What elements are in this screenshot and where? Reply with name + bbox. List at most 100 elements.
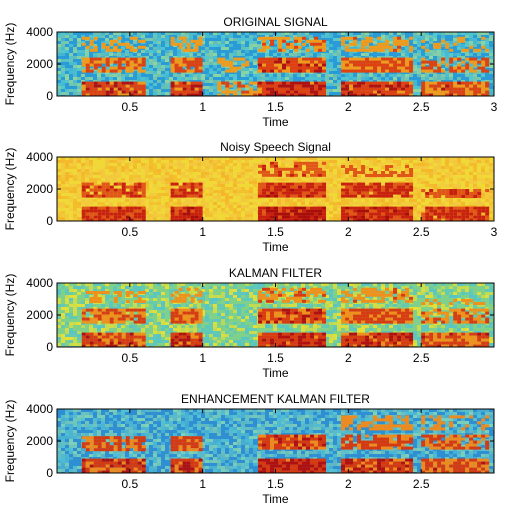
spectrogram-cell bbox=[101, 202, 105, 205]
spectrogram-cell bbox=[241, 184, 245, 187]
spectrogram-cell bbox=[185, 41, 189, 44]
spectrogram-cell bbox=[233, 65, 237, 68]
energy-cell bbox=[393, 63, 398, 67]
energy-cell bbox=[258, 81, 263, 85]
spectrogram-cell bbox=[389, 38, 393, 41]
spectrogram-cell bbox=[325, 208, 329, 211]
spectrogram-cell bbox=[329, 169, 333, 172]
spectrogram-cell bbox=[273, 44, 277, 47]
energy-cell bbox=[302, 36, 307, 40]
spectrogram-cell bbox=[145, 163, 149, 166]
energy-cell bbox=[365, 81, 370, 85]
energy-cell bbox=[125, 84, 130, 88]
energy-cell bbox=[353, 57, 358, 61]
energy-cell bbox=[421, 81, 426, 85]
spectrogram-cell bbox=[301, 181, 305, 184]
spectrogram-cell bbox=[249, 196, 253, 199]
spectrogram-cell bbox=[241, 83, 245, 86]
spectrogram-cell bbox=[129, 169, 133, 172]
spectrogram-cell bbox=[173, 181, 177, 184]
spectrogram-cell bbox=[205, 217, 209, 220]
energy-cell bbox=[101, 81, 106, 85]
spectrogram-cell bbox=[61, 157, 65, 160]
spectrogram-cell bbox=[133, 32, 137, 35]
spectrogram-cell bbox=[209, 41, 213, 44]
energy-cell bbox=[377, 93, 382, 96]
spectrogram-cell bbox=[265, 181, 269, 184]
spectrogram-cell bbox=[329, 193, 333, 196]
energy-cell bbox=[473, 90, 478, 94]
spectrogram-cell bbox=[213, 172, 217, 175]
spectrogram-cell bbox=[121, 175, 125, 178]
spectrogram-cell bbox=[301, 47, 305, 50]
energy-cell bbox=[353, 87, 358, 91]
spectrogram-cell bbox=[185, 35, 189, 38]
spectrogram-cell bbox=[237, 77, 241, 80]
spectrogram-cell bbox=[273, 199, 277, 202]
spectrogram-cell bbox=[289, 178, 293, 181]
energy-cell bbox=[302, 69, 307, 73]
spectrogram-cell bbox=[337, 74, 341, 77]
spectrogram-cell bbox=[457, 74, 461, 77]
spectrogram-cell bbox=[193, 163, 197, 166]
spectrogram-cell bbox=[433, 53, 437, 56]
energy-cell bbox=[233, 69, 238, 73]
energy-cell bbox=[310, 39, 315, 43]
spectrogram-cell bbox=[249, 59, 253, 62]
energy-cell bbox=[357, 66, 362, 70]
energy-cell bbox=[345, 66, 350, 70]
spectrogram-cell bbox=[233, 172, 237, 175]
energy-cell bbox=[133, 36, 138, 40]
energy-cell bbox=[341, 90, 346, 94]
spectrogram-cell bbox=[197, 166, 201, 169]
spectrogram-cell bbox=[385, 53, 389, 56]
spectrogram-cell bbox=[245, 56, 249, 59]
spectrogram-cell bbox=[209, 217, 213, 220]
spectrogram-cell bbox=[221, 208, 225, 211]
spectrogram-cell bbox=[173, 166, 177, 169]
spectrogram-cell bbox=[165, 184, 169, 187]
energy-cell bbox=[345, 60, 350, 64]
spectrogram-cell bbox=[125, 178, 129, 181]
x-tick-label: 1.5 bbox=[267, 100, 284, 114]
energy-cell bbox=[389, 60, 394, 64]
spectrogram-cell bbox=[57, 205, 61, 208]
spectrogram-cell bbox=[309, 80, 313, 83]
spectrogram-cell bbox=[77, 80, 81, 83]
spectrogram-cell bbox=[241, 193, 245, 196]
spectrogram-cell bbox=[329, 175, 333, 178]
spectrogram-cell bbox=[417, 68, 421, 71]
spectrogram-cell bbox=[109, 202, 113, 205]
energy-cell bbox=[361, 69, 366, 73]
energy-cell bbox=[353, 93, 358, 96]
spectrogram-cell bbox=[489, 89, 493, 92]
spectrogram-cell bbox=[221, 196, 225, 199]
spectrogram-cell bbox=[337, 86, 341, 89]
spectrogram-cell bbox=[93, 205, 97, 208]
spectrogram-cell bbox=[221, 211, 225, 214]
spectrogram-cell bbox=[177, 169, 181, 172]
spectrogram-cell bbox=[417, 92, 421, 95]
spectrogram-cell bbox=[165, 205, 169, 208]
energy-cell bbox=[93, 36, 98, 40]
spectrogram-cell bbox=[313, 35, 317, 38]
spectrogram-cell bbox=[161, 196, 165, 199]
spectrogram-cell bbox=[257, 160, 261, 163]
spectrogram-cell bbox=[229, 89, 233, 92]
spectrogram-cell bbox=[249, 53, 253, 56]
spectrogram-cell bbox=[65, 181, 69, 184]
energy-cell bbox=[465, 81, 470, 85]
spectrogram-cell bbox=[321, 56, 325, 59]
x-tick-label: 3 bbox=[491, 100, 498, 114]
energy-cell bbox=[178, 87, 183, 91]
spectrogram-cell bbox=[285, 157, 289, 160]
spectrogram-cell bbox=[405, 74, 409, 77]
spectrogram-cell bbox=[141, 166, 145, 169]
spectrogram-cell bbox=[185, 166, 189, 169]
spectrogram-cell bbox=[61, 175, 65, 178]
spectrogram-cell bbox=[61, 35, 65, 38]
spectrogram-cell bbox=[113, 32, 117, 35]
spectrogram-cell bbox=[341, 56, 345, 59]
spectrogram-cell bbox=[237, 196, 241, 199]
spectrogram-cell bbox=[113, 202, 117, 205]
